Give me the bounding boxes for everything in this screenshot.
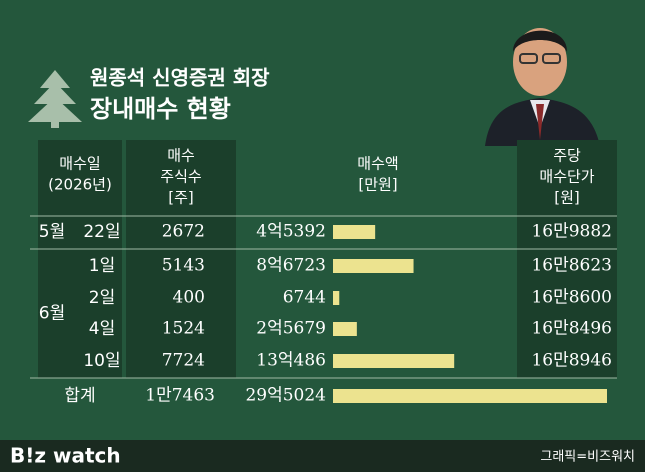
bar xyxy=(333,259,414,273)
brand: B!z watch xyxy=(10,444,121,468)
total-label: 합계 xyxy=(64,386,95,406)
logo xyxy=(28,70,82,128)
total-amount-label: 29억5024 xyxy=(245,386,326,406)
shares: 400 xyxy=(173,288,205,308)
bar xyxy=(333,322,357,336)
column-header: 매수단가 xyxy=(539,168,594,186)
portrait xyxy=(470,10,610,146)
unit-price: 16만8600 xyxy=(531,288,612,308)
shares: 7724 xyxy=(162,351,205,371)
column-header: 매수 xyxy=(167,147,195,165)
amount-label: 2억5679 xyxy=(256,319,326,339)
column-header: 주당 xyxy=(553,147,581,165)
month-label: 5월 xyxy=(39,222,65,242)
footer-band xyxy=(0,440,645,472)
title: 장내매수 현황 xyxy=(90,95,231,123)
shares: 5143 xyxy=(162,256,205,276)
column-blocks xyxy=(38,140,617,378)
amount-label: 13억486 xyxy=(256,351,326,371)
subtitle: 원종석 신영증권 회장 xyxy=(90,66,270,90)
bar xyxy=(333,354,455,368)
total-shares: 1만7463 xyxy=(145,386,215,406)
credit: 그래픽=비즈워치 xyxy=(540,450,635,465)
column-header: 주식수 xyxy=(160,168,201,186)
total-bar xyxy=(333,389,607,403)
column-header: [만원] xyxy=(358,176,397,194)
bar xyxy=(333,225,376,239)
column-header: 매수액 xyxy=(357,155,398,173)
month-label: 6월 xyxy=(39,304,65,324)
unit-price: 16만9882 xyxy=(531,222,612,242)
unit-price: 16만8623 xyxy=(531,256,612,276)
column-header: [주] xyxy=(168,189,194,207)
column-header: [원] xyxy=(554,189,580,207)
day-label: 1일 xyxy=(89,256,115,276)
amount-label: 6744 xyxy=(283,288,326,308)
day-label: 10일 xyxy=(83,351,120,371)
bar xyxy=(333,291,340,305)
column-header: (2026년) xyxy=(48,176,112,194)
unit-price: 16만8946 xyxy=(531,351,612,371)
column-header: 매수일 xyxy=(59,155,100,173)
day-label: 4일 xyxy=(89,319,115,339)
amount-label: 4억5392 xyxy=(256,222,326,242)
shares: 1524 xyxy=(162,319,205,339)
day-label: 22일 xyxy=(83,222,120,242)
day-label: 2일 xyxy=(89,288,115,308)
unit-price: 16만8496 xyxy=(531,319,612,339)
shares: 2672 xyxy=(162,222,205,242)
amount-label: 8억6723 xyxy=(256,256,326,276)
